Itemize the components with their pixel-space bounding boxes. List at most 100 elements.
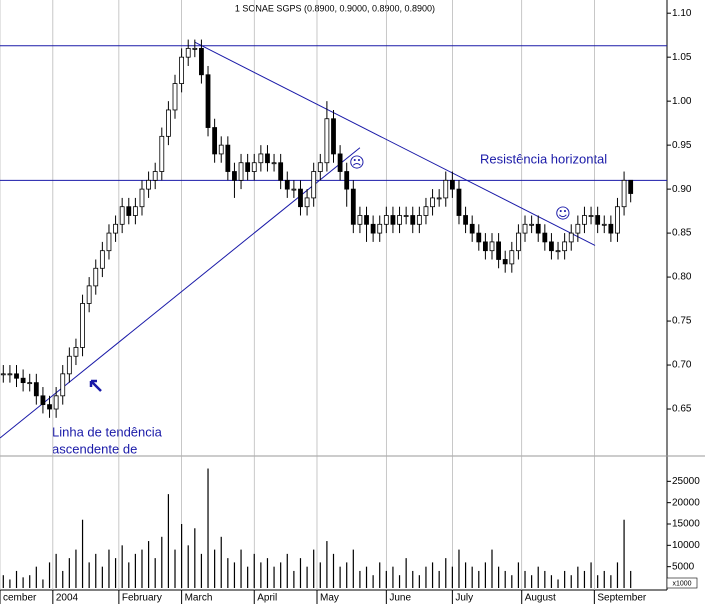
volume-bar xyxy=(365,566,368,588)
candle-body xyxy=(218,144,224,155)
volume-bar xyxy=(22,577,24,588)
volume-bar xyxy=(2,575,4,588)
volume-bar xyxy=(603,570,605,588)
volume-bar xyxy=(240,549,242,588)
volume-bar xyxy=(68,558,70,588)
candle-body xyxy=(456,188,462,216)
annotation: Resistência horizontal xyxy=(480,151,607,166)
volume-bar xyxy=(42,579,44,588)
volume-bar xyxy=(174,549,176,588)
candle-body xyxy=(443,179,449,199)
annotation: ☺ xyxy=(555,205,571,223)
candle-body xyxy=(291,188,297,191)
volume-bar xyxy=(233,562,236,588)
candle-body xyxy=(588,215,594,217)
candle-body xyxy=(549,241,554,252)
candle-body xyxy=(238,162,244,181)
trend-line xyxy=(0,147,361,439)
candle-body xyxy=(205,74,211,128)
candle-body xyxy=(568,232,574,243)
candle-body xyxy=(132,206,138,216)
volume-bar xyxy=(379,562,381,588)
volume-bar xyxy=(537,566,539,588)
candle-body xyxy=(522,223,528,234)
candle-body xyxy=(199,47,204,76)
volume-bar xyxy=(220,536,222,588)
volume-bar xyxy=(313,549,315,588)
volume-bar xyxy=(280,562,282,588)
volume-bar xyxy=(181,524,183,588)
x-tick-label: March xyxy=(185,593,213,604)
volume-bar xyxy=(412,570,414,588)
candle-body xyxy=(60,373,66,397)
volume-bar xyxy=(438,570,440,588)
volume-bar xyxy=(398,575,401,588)
candle-body xyxy=(146,179,151,190)
candle-body xyxy=(535,223,541,234)
candle-body xyxy=(383,215,389,225)
candle-body xyxy=(27,382,33,385)
candle-body xyxy=(621,179,627,208)
volume-bar xyxy=(154,558,156,588)
volume-bar xyxy=(147,541,150,588)
volume-bar xyxy=(207,468,209,588)
y-tick-label: 15000 xyxy=(672,519,700,530)
volume-bar xyxy=(15,570,18,588)
y-tick-label: 0.65 xyxy=(672,404,692,415)
volume-bar xyxy=(29,575,31,588)
volume-bar xyxy=(260,562,262,588)
x-tick-label: February xyxy=(122,593,162,604)
volume-bar xyxy=(385,570,387,588)
candle-body xyxy=(80,303,85,348)
candle-body xyxy=(152,171,158,181)
candle-body xyxy=(416,215,422,225)
x-tick-label: August xyxy=(525,593,556,604)
candle-body xyxy=(601,223,607,226)
x-tick-label: April xyxy=(257,593,277,604)
candle-body xyxy=(232,171,237,181)
annotation: ☹ xyxy=(349,154,365,172)
volume-bar xyxy=(114,558,117,588)
volume-bar xyxy=(273,566,275,588)
volume-bar xyxy=(616,562,619,588)
candle-body xyxy=(7,373,13,376)
volume-bar xyxy=(227,558,229,588)
volume-bar xyxy=(431,562,434,588)
volume-bar xyxy=(531,575,533,588)
candle-body xyxy=(159,135,165,172)
x-tick-label: June xyxy=(389,593,411,604)
volume-bar xyxy=(293,570,295,588)
candle-body xyxy=(463,215,468,225)
volume-bar xyxy=(544,570,546,588)
candle-body xyxy=(166,109,171,137)
volume-bar xyxy=(478,570,480,588)
candle-body xyxy=(311,171,317,199)
candle-body xyxy=(66,355,72,375)
volume-bar xyxy=(286,553,288,588)
volume-bar xyxy=(253,553,255,588)
candle-body xyxy=(482,241,488,252)
candle-body xyxy=(575,223,581,234)
candle-body xyxy=(324,118,330,164)
x-tick-label: July xyxy=(455,593,473,604)
volume-bar xyxy=(564,570,566,588)
candle-body xyxy=(331,118,336,155)
candle-body xyxy=(192,47,198,50)
volume-bar xyxy=(445,558,447,588)
candle-body xyxy=(489,241,495,252)
volume-bar xyxy=(372,575,374,588)
candle-body xyxy=(476,232,482,243)
candle-body xyxy=(337,153,343,172)
y-tick-label: 20000 xyxy=(672,497,700,508)
volume-bar xyxy=(517,562,520,588)
volume-bar xyxy=(590,562,592,588)
candle-body xyxy=(245,162,251,172)
x-tick-label: May xyxy=(320,593,339,604)
volume-bar xyxy=(511,575,513,588)
candle-body xyxy=(106,232,112,252)
y-tick-label: 0.85 xyxy=(672,228,692,239)
y-tick-label: 1.00 xyxy=(672,96,692,107)
candle-body xyxy=(304,197,310,208)
y-tick-label: 0.90 xyxy=(672,184,692,195)
candle-body xyxy=(509,250,515,265)
